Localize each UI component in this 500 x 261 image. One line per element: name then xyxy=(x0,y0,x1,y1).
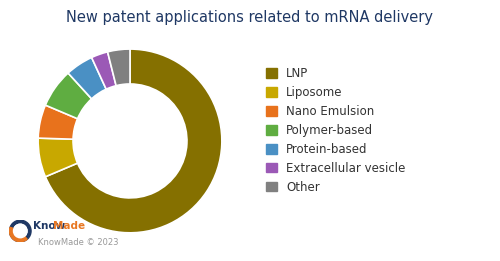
Circle shape xyxy=(10,220,31,242)
Circle shape xyxy=(14,224,27,238)
Legend: LNP, Liposome, Nano Emulsion, Polymer-based, Protein-based, Extracellular vesicl: LNP, Liposome, Nano Emulsion, Polymer-ba… xyxy=(266,67,406,194)
Wedge shape xyxy=(108,49,130,86)
Wedge shape xyxy=(38,138,78,177)
Wedge shape xyxy=(10,227,27,242)
Text: New patent applications related to mRNA delivery: New patent applications related to mRNA … xyxy=(66,10,434,25)
Wedge shape xyxy=(38,105,78,139)
Wedge shape xyxy=(46,73,92,119)
Circle shape xyxy=(14,224,27,238)
Text: Made: Made xyxy=(54,221,86,231)
Text: KnowMade © 2023: KnowMade © 2023 xyxy=(38,238,118,247)
Wedge shape xyxy=(68,57,106,99)
Wedge shape xyxy=(46,49,222,233)
Text: Know: Know xyxy=(33,221,65,231)
Wedge shape xyxy=(92,52,116,89)
